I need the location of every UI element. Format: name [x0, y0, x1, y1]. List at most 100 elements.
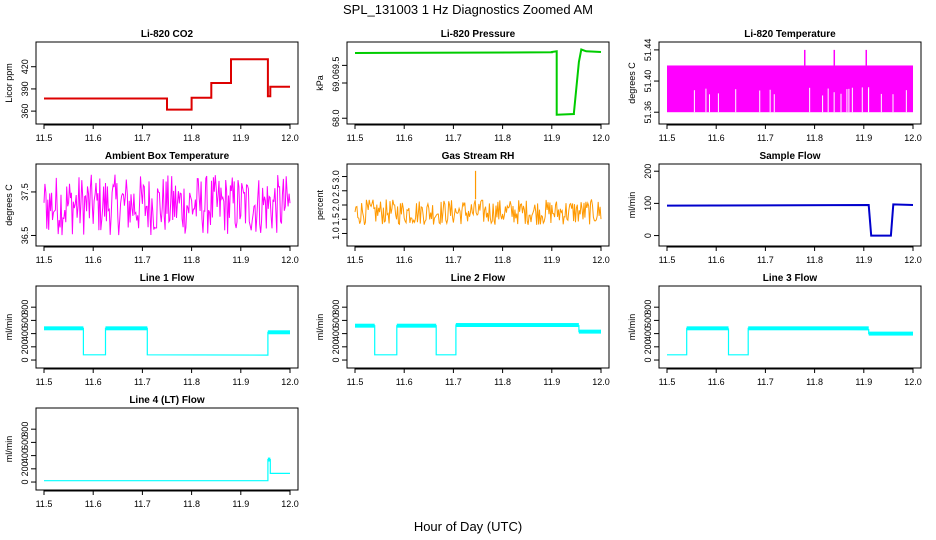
y-axis-label: degrees C	[627, 62, 637, 104]
y-tick-label: 200	[331, 339, 341, 354]
x-tick-label: 11.5	[36, 255, 53, 265]
x-tick-label: 11.6	[85, 499, 102, 509]
y-tick-label: 51.40	[643, 70, 653, 93]
series-band	[578, 329, 601, 334]
y-tick-label: 600	[20, 435, 30, 450]
plot-frame	[658, 285, 922, 369]
x-tick-label: 11.7	[134, 255, 151, 265]
x-tick-label: 11.9	[543, 255, 560, 265]
series-line	[354, 48, 602, 116]
y-tick-label: 600	[20, 313, 30, 328]
panel-title: Line 2 Flow	[451, 273, 506, 284]
x-tick-label: 12.0	[281, 499, 299, 509]
plot-frame	[35, 407, 299, 491]
y-tick-label: 200	[20, 461, 30, 476]
panel-4: Gas Stream RH 11.5 11.6 11.7 11.8 11.9 12.0 1.0…	[315, 151, 610, 265]
panel-title: Li-820 CO2	[141, 29, 194, 40]
x-tick-label: 12.0	[592, 133, 610, 143]
series-band	[667, 65, 913, 113]
y-tick-label: 0	[643, 358, 653, 363]
x-tick-label: 11.9	[232, 377, 249, 387]
series-band	[455, 323, 579, 327]
x-tick-label: 12.0	[904, 133, 922, 143]
y-tick-label: 600	[643, 313, 653, 328]
x-tick-label: 11.7	[445, 377, 462, 387]
series-line	[355, 324, 601, 356]
y-axis-label: kPa	[315, 75, 325, 91]
x-tick-label: 11.8	[806, 255, 823, 265]
y-tick-label: 36.5	[20, 227, 30, 245]
panel-title: Ambient Box Temperature	[105, 151, 230, 162]
y-tick-label: 68.0	[331, 109, 341, 127]
x-tick-label: 11.6	[85, 377, 102, 387]
panel-title: Li-820 Temperature	[744, 29, 836, 40]
chart-panels: Li-820 CO2 11.5 11.6 11.7 11.8 11.9 12.0 360 390…	[4, 29, 922, 509]
x-tick-label: 11.7	[757, 133, 774, 143]
x-tick-label: 11.5	[36, 133, 53, 143]
y-tick-label: 69.0	[331, 74, 341, 92]
x-tick-label: 11.5	[659, 255, 676, 265]
panel-3: Ambient Box Temperature 11.5 11.6 11.7 11.8 1…	[4, 151, 299, 265]
series-band	[267, 457, 271, 462]
y-tick-label: 200	[643, 339, 653, 354]
series-line	[667, 327, 913, 356]
y-tick-label: 600	[331, 313, 341, 328]
y-axis-label: ml/min	[315, 314, 325, 341]
y-tick-label: 400	[20, 448, 30, 463]
x-tick-label: 11.8	[806, 133, 823, 143]
y-tick-label: 51.36	[643, 101, 653, 124]
y-tick-label: 3.0	[331, 170, 341, 183]
y-tick-label: 800	[643, 300, 653, 315]
panel-title: Line 3 Flow	[763, 273, 818, 284]
x-tick-label: 11.7	[757, 377, 774, 387]
x-tick-label: 11.8	[183, 255, 200, 265]
x-tick-label: 11.6	[708, 377, 725, 387]
panel-6: Line 1 Flow 11.5 11.6 11.7 11.8 11.9 12.0 0 2004…	[4, 273, 299, 387]
y-tick-label: 2.5	[331, 185, 341, 198]
plot-frame	[35, 285, 299, 369]
x-tick-label: 11.7	[134, 499, 151, 509]
x-tick-label: 11.9	[855, 133, 872, 143]
x-tick-label: 11.9	[855, 377, 872, 387]
y-tick-label: 51.44	[643, 39, 653, 62]
x-tick-label: 12.0	[592, 255, 610, 265]
series-line	[44, 327, 290, 356]
x-tick-label: 11.7	[134, 133, 151, 143]
y-tick-label: 400	[331, 326, 341, 341]
x-tick-label: 11.9	[232, 133, 249, 143]
y-axis-label: ml/min	[627, 192, 637, 219]
x-tick-label: 11.5	[347, 133, 364, 143]
panel-0: Li-820 CO2 11.5 11.6 11.7 11.8 11.9 12.0 360 390…	[4, 29, 299, 143]
series-line	[666, 203, 914, 237]
x-tick-label: 11.8	[494, 133, 511, 143]
y-tick-label: 0	[643, 233, 653, 238]
x-tick-label: 11.5	[347, 255, 364, 265]
page-title: SPL_131003 1 Hz Diagnostics Zoomed AM	[343, 2, 593, 17]
x-tick-label: 12.0	[904, 255, 922, 265]
x-tick-label: 11.5	[659, 377, 676, 387]
plot-frame	[35, 41, 299, 125]
plot-frame	[346, 41, 610, 125]
series-band	[355, 323, 375, 328]
series-line	[44, 459, 290, 482]
x-tick-label: 11.6	[708, 133, 725, 143]
y-tick-label: 1.5	[331, 213, 341, 226]
y-axis-label: ml/min	[627, 314, 637, 341]
x-tick-label: 11.9	[543, 133, 560, 143]
panel-7: Line 2 Flow 11.5 11.6 11.7 11.8 11.9 12.0 0 2004…	[315, 273, 610, 387]
panel-2: Li-820 Temperature 11.5 11.6 11.7 11.8 11.9 12…	[627, 29, 922, 143]
y-tick-label: 420	[20, 59, 30, 74]
y-tick-label: 37.5	[20, 183, 30, 201]
y-tick-label: 400	[20, 326, 30, 341]
x-tick-label: 11.6	[396, 377, 413, 387]
x-tick-label: 12.0	[281, 377, 299, 387]
series-band	[686, 326, 729, 331]
x-tick-label: 11.7	[757, 255, 774, 265]
panel-title: Line 4 (LT) Flow	[129, 395, 205, 406]
series-band	[396, 323, 437, 328]
series-line	[43, 174, 291, 236]
x-tick-label: 11.8	[183, 499, 200, 509]
y-tick-label: 390	[20, 81, 30, 96]
y-axis-label: Licor ppm	[4, 63, 14, 103]
